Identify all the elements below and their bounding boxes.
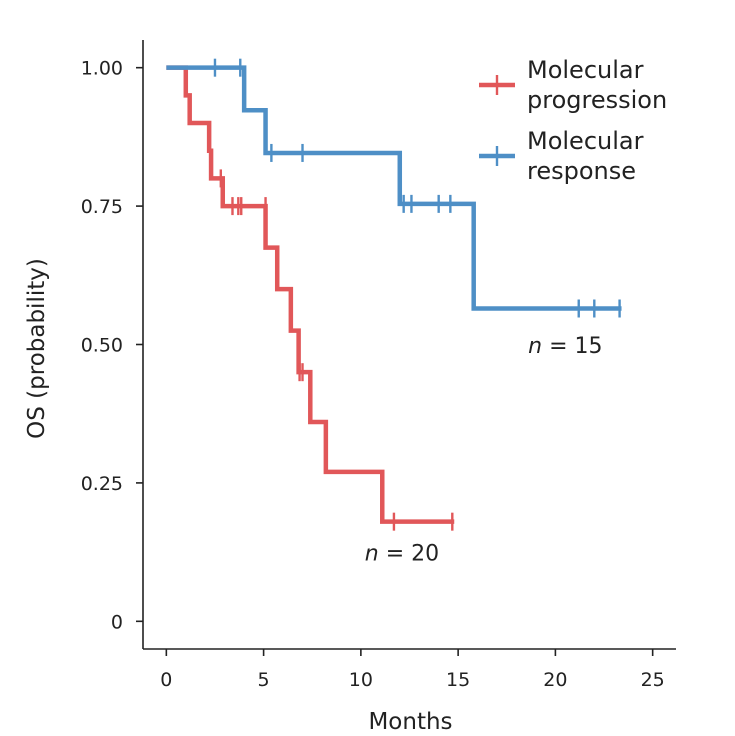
y-tick-label: 0 (111, 611, 123, 633)
n-label-value: = 15 (542, 334, 602, 359)
n-label-response: n = 15 (528, 334, 602, 359)
axes: 0 0.25 0.50 0.75 1.00 0 5 10 15 20 25 Months OS (pro… (24, 40, 676, 735)
legend-label: progression (527, 86, 667, 114)
x-tick-label: 20 (543, 669, 567, 691)
series-progression (166, 65, 455, 531)
legend-label: Molecular (527, 56, 644, 84)
y-tick-label: 0.25 (81, 473, 123, 495)
n-label-variable: n (528, 334, 542, 359)
y-axis-title: OS (probability) (24, 258, 50, 439)
x-tick-label: 15 (446, 669, 470, 691)
x-tick-label: 10 (349, 669, 373, 691)
x-tick-label: 0 (160, 669, 172, 691)
y-tick-label: 0.75 (81, 196, 123, 218)
n-label-progression: n = 20 (365, 541, 439, 566)
x-tick-label: 25 (641, 669, 665, 691)
survival-curve-response (166, 65, 622, 311)
series-response (166, 58, 622, 318)
n-label-variable: n (365, 541, 379, 566)
x-tick-label: 5 (258, 669, 270, 691)
annotations: n = 20n = 15 (365, 334, 603, 567)
n-label-value: = 20 (379, 541, 439, 566)
x-axis-title: Months (368, 709, 452, 735)
survival-curve-progression (166, 65, 455, 524)
y-tick-label: 1.00 (81, 58, 123, 80)
legend-label: Molecular (527, 127, 644, 155)
y-tick-label: 0.50 (81, 335, 123, 357)
legend-label: response (527, 157, 636, 185)
series-layer (166, 58, 622, 531)
